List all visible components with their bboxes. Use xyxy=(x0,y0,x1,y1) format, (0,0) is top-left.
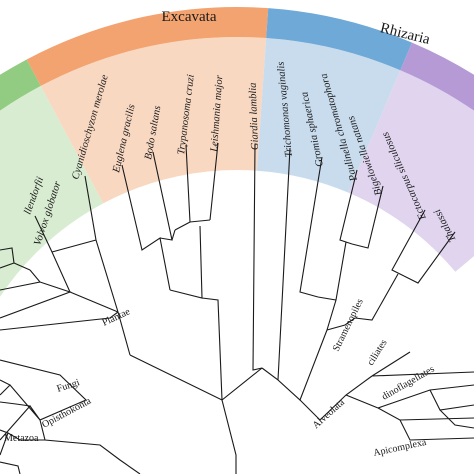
branch-excavata-inner xyxy=(169,225,223,401)
sar-right-sector-background xyxy=(348,70,474,272)
excavata-sector-background xyxy=(40,36,267,204)
group-label-alveolata: Alveolata xyxy=(311,397,348,432)
rhizaria-sector-band xyxy=(266,8,413,71)
branch-bigelowiella xyxy=(317,185,384,331)
tree-branches xyxy=(0,142,474,474)
branch-center xyxy=(129,354,263,474)
group-labels: Plantae Fungi Opisthokonta Metazoa Stram… xyxy=(4,297,437,459)
group-label-apicomplexa: Apicomplexa xyxy=(372,437,428,459)
branch-left-lower xyxy=(0,247,72,319)
species-label-giardia: Giardia lamblia xyxy=(248,82,261,150)
group-label-ciliates: ciliates xyxy=(365,338,389,368)
rhizaria-sector-background xyxy=(256,38,401,193)
species-label-leishmania: Leishmania major xyxy=(209,74,225,153)
branch-ectocarpus xyxy=(391,209,426,277)
group-label-opisthokonta: Opisthokonta xyxy=(40,395,93,430)
branch-giardia xyxy=(252,143,263,371)
branch-trichomonas xyxy=(261,147,291,382)
branch-paulinella xyxy=(339,169,358,245)
branch-trypanosoma xyxy=(171,144,211,241)
excavata-sector-band xyxy=(26,7,269,86)
branch-gromia xyxy=(299,156,323,298)
branch-apicomplexa xyxy=(439,409,474,429)
branch-metazoa xyxy=(0,429,45,474)
group-label-stramenopiles: Stramenopiles xyxy=(331,297,366,353)
excavata-band-label: Excavata xyxy=(162,9,217,25)
group-label-metazoa: Metazoa xyxy=(4,433,39,444)
group-label-dinoflagellates: dinoflagellates xyxy=(380,364,437,403)
branch-thalassiosira xyxy=(354,231,456,321)
branch-leishmania xyxy=(209,142,219,221)
branch-alveolata xyxy=(299,375,379,421)
plantae-sector-background xyxy=(0,85,104,297)
branch-ciliates xyxy=(371,351,474,377)
sar-right-sector-band xyxy=(400,42,474,111)
plantae-sector-band xyxy=(0,59,41,111)
branch-opisthokonta xyxy=(0,359,141,474)
branch-plantae-stem xyxy=(0,291,131,356)
branch-euglena xyxy=(121,164,171,291)
clade-sectors xyxy=(0,7,474,297)
group-label-plantae: Plantae xyxy=(101,306,133,329)
branch-cyanidio xyxy=(51,175,119,313)
